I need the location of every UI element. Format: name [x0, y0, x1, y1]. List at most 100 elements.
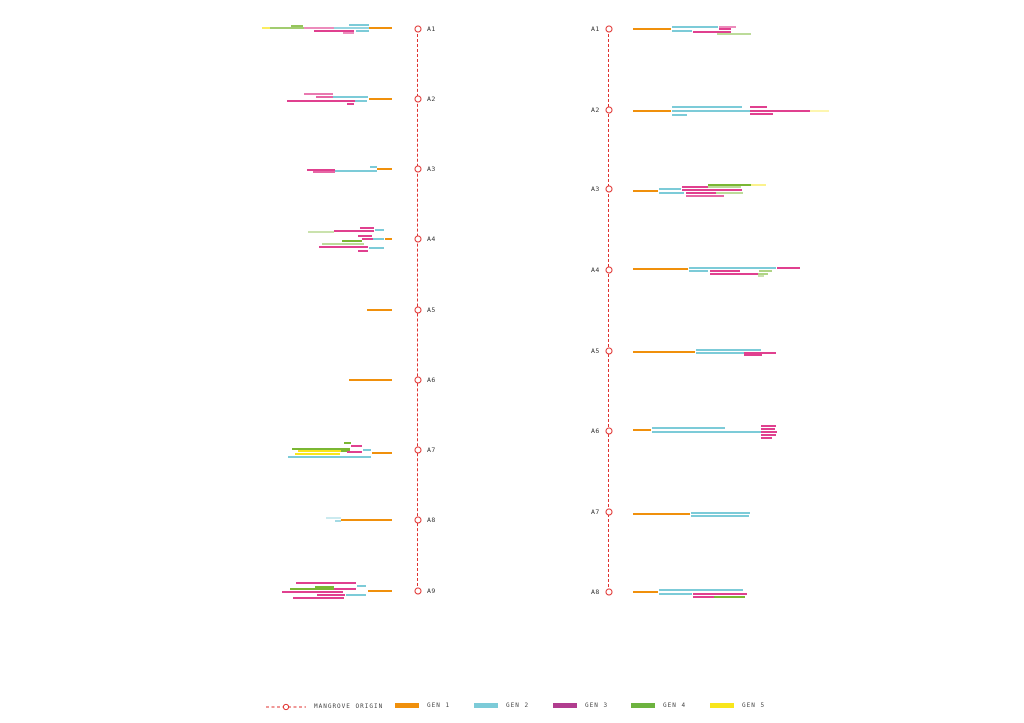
node-label: A4	[591, 266, 600, 274]
generation-bar-gen3	[314, 30, 354, 32]
generation-bar-gen2	[333, 96, 368, 98]
node-label: A9	[427, 587, 436, 595]
generation-bar-gen3	[719, 28, 731, 30]
generation-bar-gen2	[672, 110, 750, 112]
generation-bar-gen3	[761, 437, 772, 439]
generation-bar-gen2	[335, 170, 377, 172]
generation-bar-gen3	[319, 246, 368, 248]
generation-bar-gen3	[682, 189, 742, 191]
generation-bar-gen2	[369, 247, 384, 249]
origin-node-icon	[414, 587, 421, 595]
origin-node-icon	[414, 516, 421, 524]
generation-bar-gen4	[292, 448, 350, 450]
generation-bar-gen1	[369, 27, 392, 29]
generation-bar-gen5	[298, 450, 341, 452]
generation-bar-gen2	[672, 114, 687, 116]
generation-bar-gen3	[761, 425, 776, 427]
generation-bar-gen3	[719, 26, 736, 28]
generation-bar-gen1	[367, 309, 392, 311]
generation-bar-gen1	[372, 452, 392, 454]
legend-swatch-icon	[710, 703, 734, 708]
generation-bar-gen3	[750, 113, 773, 115]
legend-origin-label: MANGROVE ORIGIN	[314, 703, 384, 710]
node-label: A2	[591, 106, 600, 114]
origin-axis-line	[608, 29, 609, 592]
node-label: A7	[591, 508, 600, 516]
generation-bar-gen2	[335, 520, 341, 522]
origin-node-icon	[605, 347, 612, 355]
generation-bar-gen4	[708, 184, 751, 186]
generation-bar-gen1	[349, 379, 392, 381]
generation-bar-gen4	[344, 442, 351, 444]
generation-bar-gen2	[689, 267, 776, 269]
generation-bar-gen3	[304, 93, 333, 95]
generation-bar-gen3	[686, 192, 716, 194]
generation-bar-gen3	[358, 250, 368, 252]
generation-bar-gen3	[761, 431, 777, 433]
generation-bar-gen4	[290, 588, 334, 590]
generation-bar-gen2	[659, 188, 681, 190]
generation-bar-gen2	[652, 431, 761, 433]
generation-bar-gen5	[295, 453, 340, 455]
generation-bar-gen3	[317, 594, 345, 596]
generation-bar-gen2	[672, 106, 742, 108]
generation-bar-gen2	[355, 100, 367, 102]
generation-bar-gen1	[633, 513, 690, 515]
legend-swatch-icon	[395, 703, 419, 708]
origin-node-icon	[605, 106, 612, 114]
generation-bar-gen4	[758, 273, 768, 275]
generation-bar-gen3	[693, 31, 731, 33]
origin-node-icon	[414, 235, 421, 243]
generation-bar-gen3	[360, 227, 374, 229]
generation-bar-gen3	[362, 238, 373, 240]
generation-bar-gen1	[633, 190, 658, 192]
generation-bar-gen3	[316, 96, 333, 98]
generation-bar-gen2	[334, 27, 369, 29]
generation-bar-gen2	[672, 26, 718, 28]
generation-bar-gen2	[370, 166, 377, 168]
generation-bar-gen4	[342, 240, 362, 242]
origin-node-icon	[605, 427, 612, 435]
legend-item-gen-2: GEN 2	[474, 702, 529, 709]
generation-bar-gen5	[262, 27, 270, 29]
legend: MANGROVE ORIGIN GEN 1 GEN 2 GEN 3 GEN 4 GEN …	[0, 700, 1024, 714]
generation-bar-gen2	[349, 24, 369, 26]
generation-bar-gen3	[282, 591, 343, 593]
generation-bar-gen2	[696, 352, 744, 354]
generation-bar-gen3	[347, 451, 362, 453]
node-label: A1	[591, 25, 600, 33]
generation-bar-gen2	[363, 449, 371, 451]
generation-bar-gen3	[307, 169, 335, 171]
generation-bar-gen3	[304, 27, 334, 29]
origin-node-icon	[414, 376, 421, 384]
generation-bar-gen3	[761, 434, 776, 436]
generation-bar-gen4	[308, 231, 334, 233]
origin-node-icon	[605, 266, 612, 274]
generation-bar-gen2	[691, 515, 749, 517]
node-label: A2	[427, 95, 436, 103]
generation-bar-gen2	[288, 456, 371, 458]
generation-bar-gen3	[343, 32, 354, 34]
generation-bar-gen3	[750, 106, 767, 108]
generation-bar-gen2	[346, 594, 366, 596]
node-label: A3	[427, 165, 436, 173]
origin-node-icon	[414, 306, 421, 314]
origin-node-icon	[605, 25, 612, 33]
generation-bar-gen3	[750, 110, 810, 112]
generation-bar-gen4	[315, 586, 334, 588]
generation-bar-gen3	[351, 445, 362, 447]
generation-bar-gen3	[777, 267, 800, 269]
node-label: A5	[427, 306, 436, 314]
generation-bar-gen2	[689, 270, 708, 272]
generation-bar-gen3	[347, 103, 354, 105]
generation-bar-gen3	[287, 100, 355, 102]
legend-swatch-icon	[631, 703, 655, 708]
generation-bar-gen2	[672, 30, 692, 32]
origin-node-icon	[414, 25, 421, 33]
generation-bar-gen4	[291, 25, 303, 27]
legend-item-gen-4: GEN 4	[631, 702, 686, 709]
generation-bar-gen4	[717, 33, 751, 35]
generation-bar-gen3	[686, 195, 724, 197]
node-label: A6	[427, 376, 436, 384]
generation-bar-gen1	[369, 98, 392, 100]
